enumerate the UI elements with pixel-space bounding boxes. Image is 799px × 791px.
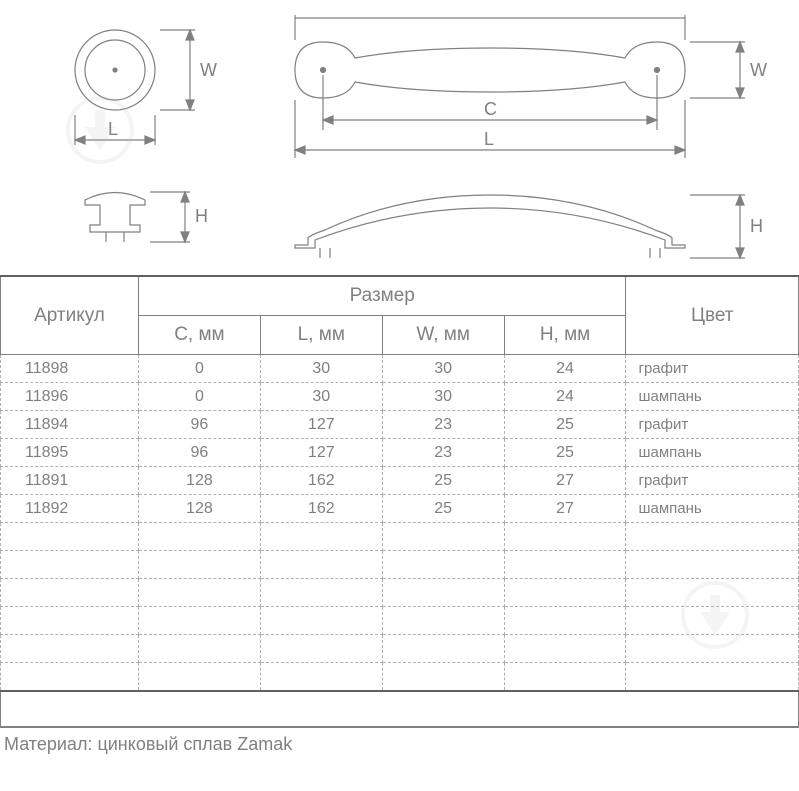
dim-label-h2: H <box>750 216 763 236</box>
cell-color: шампань <box>626 383 799 411</box>
cell-w: 23 <box>382 439 504 467</box>
cell-c: 96 <box>138 439 260 467</box>
table-row: 118911281622527графит <box>1 467 799 495</box>
dim-label-w2: W <box>750 60 767 80</box>
cell-l: 127 <box>260 439 382 467</box>
cell-article: 11891 <box>1 467 139 495</box>
table-body: 118980303024графит118960303024шампань118… <box>1 355 799 727</box>
th-article: Артикул <box>1 276 139 355</box>
table-row-empty <box>1 607 799 635</box>
spec-table: Артикул Размер Цвет C, мм L, мм W, мм H,… <box>0 275 799 727</box>
dim-label-c: C <box>484 99 497 119</box>
cell-article: 11894 <box>1 411 139 439</box>
dim-label-l1: L <box>108 119 118 139</box>
cell-color: графит <box>626 467 799 495</box>
table-row-empty <box>1 635 799 663</box>
dim-label-h1: H <box>195 206 208 226</box>
cell-c: 128 <box>138 495 260 523</box>
cell-l: 127 <box>260 411 382 439</box>
th-size: Размер <box>138 276 626 316</box>
cell-w: 25 <box>382 495 504 523</box>
dim-label-l2: L <box>484 129 494 149</box>
table-row-empty <box>1 579 799 607</box>
material-label: Материал: цинковый сплав Zamak <box>0 727 799 761</box>
cell-h: 27 <box>504 495 626 523</box>
table-row: 118960303024шампань <box>1 383 799 411</box>
cell-color: графит <box>626 411 799 439</box>
table-row-empty <box>1 663 799 691</box>
cell-article: 11895 <box>1 439 139 467</box>
table-row: 11894961272325графит <box>1 411 799 439</box>
table-row: 118980303024графит <box>1 355 799 383</box>
table-row: 11895961272325шампань <box>1 439 799 467</box>
th-l: L, мм <box>260 316 382 355</box>
cell-h: 27 <box>504 467 626 495</box>
th-color: Цвет <box>626 276 799 355</box>
cell-c: 128 <box>138 467 260 495</box>
cell-color: шампань <box>626 495 799 523</box>
cell-color: шампань <box>626 439 799 467</box>
cell-article: 11892 <box>1 495 139 523</box>
cell-c: 96 <box>138 411 260 439</box>
th-h: H, мм <box>504 316 626 355</box>
cell-w: 30 <box>382 383 504 411</box>
cell-h: 25 <box>504 411 626 439</box>
cell-l: 30 <box>260 355 382 383</box>
th-c: C, мм <box>138 316 260 355</box>
cell-article: 11896 <box>1 383 139 411</box>
cell-h: 24 <box>504 383 626 411</box>
cell-h: 25 <box>504 439 626 467</box>
cell-w: 30 <box>382 355 504 383</box>
cell-l: 30 <box>260 383 382 411</box>
cell-h: 24 <box>504 355 626 383</box>
technical-diagram: W L H <box>0 0 799 275</box>
cell-l: 162 <box>260 467 382 495</box>
cell-color: графит <box>626 355 799 383</box>
table-row-empty <box>1 551 799 579</box>
cell-article: 11898 <box>1 355 139 383</box>
cell-w: 23 <box>382 411 504 439</box>
table-row: 118921281622527шампань <box>1 495 799 523</box>
th-w: W, мм <box>382 316 504 355</box>
table-footer-row <box>1 691 799 727</box>
table-row-empty <box>1 523 799 551</box>
cell-l: 162 <box>260 495 382 523</box>
cell-w: 25 <box>382 467 504 495</box>
cell-c: 0 <box>138 355 260 383</box>
cell-c: 0 <box>138 383 260 411</box>
dim-label-w1: W <box>200 60 217 80</box>
